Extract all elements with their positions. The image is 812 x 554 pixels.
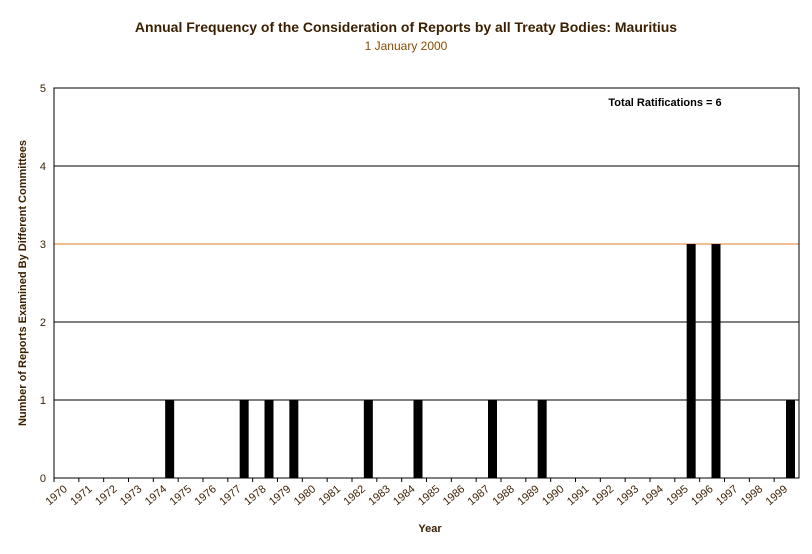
y-tick-label: 0	[40, 473, 46, 485]
x-tick-label: 1981	[317, 483, 343, 508]
bar	[289, 400, 299, 478]
x-tick-label: 1972	[93, 483, 119, 508]
bar	[363, 400, 373, 478]
x-tick-label: 1994	[639, 483, 665, 508]
x-tick-label: 1999	[764, 483, 790, 508]
x-tick-label: 1976	[192, 483, 218, 508]
x-tick-label: 1985	[416, 483, 442, 508]
x-tick-label: 1989	[515, 483, 541, 508]
y-tick-label: 1	[40, 395, 46, 407]
plot-area: 0123451970197119721973197419751976197719…	[40, 83, 800, 508]
x-tick-label: 1990	[540, 483, 566, 508]
y-tick-label: 3	[40, 239, 46, 251]
x-tick-label: 1975	[168, 483, 194, 508]
x-tick-label: 1979	[267, 483, 293, 508]
x-tick-label: 1982	[341, 483, 367, 508]
total-ratifications-annotation: Total Ratifications = 6	[608, 97, 721, 109]
x-tick-label: 1987	[466, 483, 492, 508]
y-axis-label: Number of Reports Examined By Different …	[17, 140, 29, 426]
x-tick-label: 1991	[565, 483, 591, 508]
bar	[165, 400, 175, 478]
x-tick-label: 1983	[366, 483, 392, 508]
x-tick-label: 1980	[292, 483, 318, 508]
bar	[537, 400, 547, 478]
x-tick-label: 1996	[689, 483, 715, 508]
x-tick-label: 1995	[664, 483, 690, 508]
x-axis-label: Year	[418, 523, 442, 535]
x-tick-label: 1971	[68, 483, 94, 508]
x-tick-label: 1993	[615, 483, 641, 508]
x-tick-label: 1992	[590, 483, 616, 508]
bar	[711, 244, 721, 478]
bar	[686, 244, 696, 478]
bar	[413, 400, 423, 478]
x-tick-label: 1986	[441, 483, 467, 508]
x-tick-label: 1973	[118, 483, 144, 508]
chart-title: Annual Frequency of the Consideration of…	[135, 19, 677, 35]
y-tick-label: 4	[40, 161, 46, 173]
bar	[239, 400, 249, 478]
x-tick-label: 1978	[242, 483, 268, 508]
x-tick-label: 1970	[43, 483, 69, 508]
bar	[264, 400, 274, 478]
x-tick-label: 1984	[391, 483, 417, 508]
x-tick-label: 1998	[739, 483, 765, 508]
y-tick-label: 2	[40, 317, 46, 329]
bar	[488, 400, 497, 478]
x-tick-label: 1977	[217, 483, 243, 508]
chart-subtitle: 1 January 2000	[365, 39, 448, 53]
y-tick-label: 5	[40, 83, 46, 95]
bar	[786, 400, 795, 478]
x-tick-label: 1997	[714, 483, 740, 508]
x-tick-label: 1974	[143, 483, 169, 508]
x-tick-label: 1988	[490, 483, 516, 508]
